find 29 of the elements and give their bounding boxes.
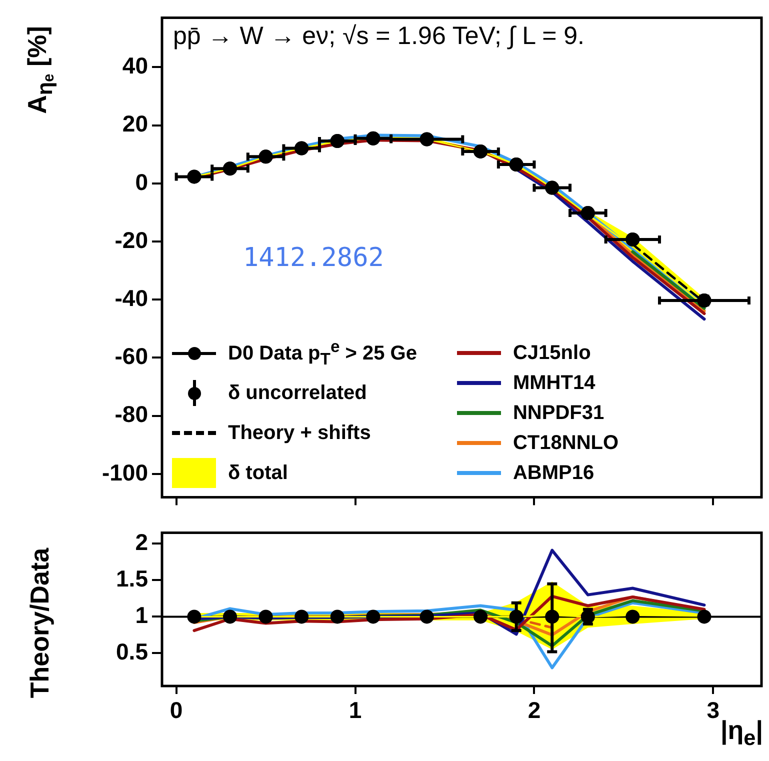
y-tick-label: 40 (122, 52, 148, 79)
legend-label: ABMP16 (512, 462, 594, 484)
legend-label: CT18NNLO (512, 432, 619, 454)
annotation: 1412.2862 (243, 243, 384, 273)
legend-label: Theory + shifts (228, 422, 371, 444)
y-tick-label: 0 (135, 168, 148, 195)
y-tick-label: -80 (114, 401, 148, 428)
y-tick-label: 1 (135, 602, 148, 628)
x-tick-label: 0 (170, 697, 183, 724)
x-tick-label: 2 (528, 697, 541, 724)
y-tick-label: 2 (135, 529, 148, 556)
x-axis-title: |η$_{e}$| (720, 715, 763, 752)
y-tick-label: 1.5 (116, 566, 148, 592)
y-tick-label: -100 (102, 459, 148, 486)
legend-label: D0 Data p$_{T}$$^{e}$ > 25 Ge (228, 336, 417, 370)
legend-label: CJ15nlo (512, 342, 591, 364)
legend-label: δ uncorrelated (228, 382, 367, 404)
annotation: pp̄ → W → eν; √s = 1.96 TeV; ∫ L = 9. (173, 22, 584, 51)
y-axis-title: Theory/Data (24, 548, 56, 698)
y-tick-label: 0.5 (116, 638, 148, 665)
y-tick-label: -20 (114, 226, 148, 253)
legend-label: NNPDF31 (512, 402, 604, 424)
y-tick-label: 20 (122, 110, 148, 137)
legend-label: δ total (228, 462, 288, 484)
x-tick-label: 1 (348, 697, 362, 724)
x-tick-label: 3 (706, 697, 720, 724)
y-tick-label: -40 (114, 284, 148, 311)
legend-label: MMHT14 (512, 372, 596, 394)
y-tick-label: -60 (114, 343, 148, 370)
